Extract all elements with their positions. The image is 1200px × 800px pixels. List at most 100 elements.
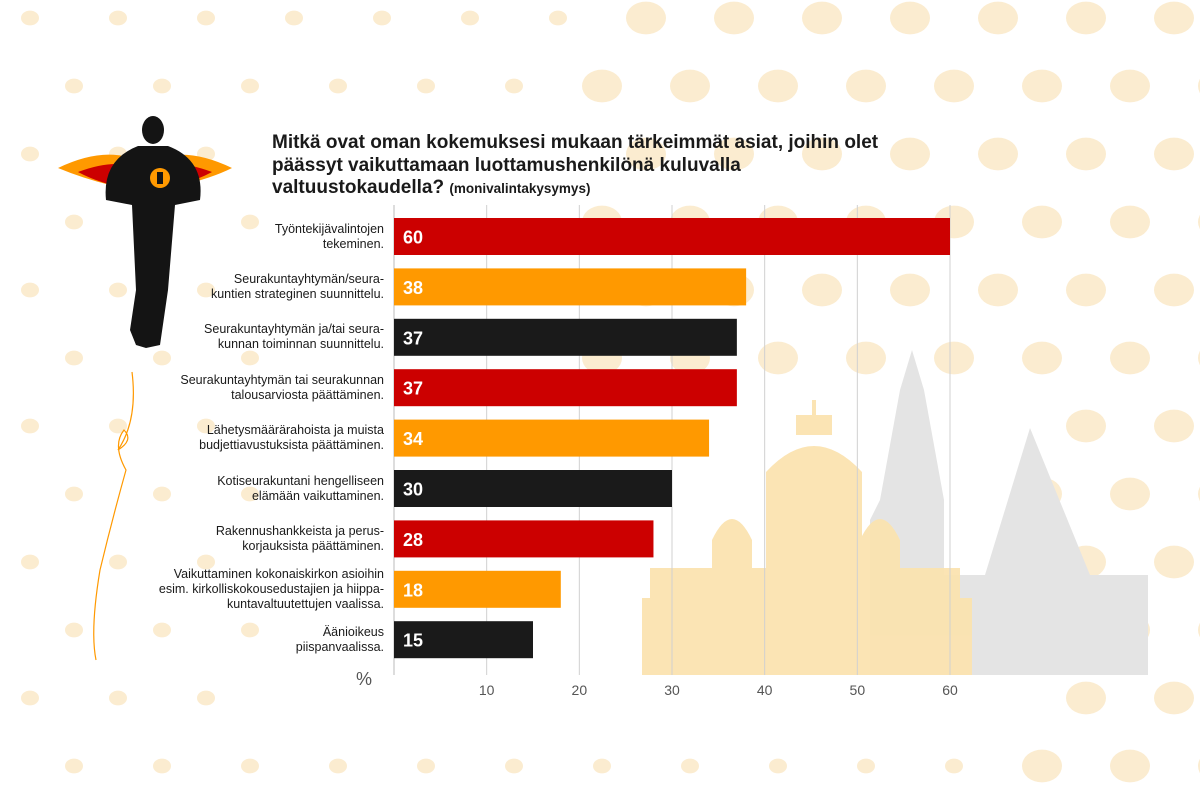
background-dot: [681, 758, 699, 774]
background-dot: [21, 554, 39, 570]
background-dot: [505, 758, 523, 774]
background-dot: [802, 273, 842, 307]
background-dot: [978, 273, 1018, 307]
category-label-line: budjettiavustuksista päättäminen.: [199, 438, 384, 453]
background-dot: [1022, 749, 1062, 783]
background-dot: [417, 78, 435, 94]
x-tick-label: 40: [757, 682, 773, 698]
background-dot: [626, 137, 666, 171]
bar-value-label: 38: [403, 278, 423, 298]
background-dot: [329, 78, 347, 94]
category-label: Rakennushankkeista ja perus-korjauksista…: [154, 524, 384, 554]
background-dot: [890, 1, 930, 35]
background-dot: [109, 282, 127, 298]
background-dot: [197, 282, 215, 298]
bar-value-label: 60: [403, 228, 423, 248]
background-dot: [1066, 409, 1106, 443]
bar: [394, 318, 737, 356]
category-label-line: talousarviosta päättäminen.: [231, 387, 384, 402]
background-dot: [1066, 273, 1106, 307]
x-tick-label: 20: [572, 682, 588, 698]
category-label-line: tekeminen.: [322, 236, 384, 251]
background-dot: [857, 758, 875, 774]
background-dot: [1066, 1, 1106, 35]
background-dot: [373, 10, 391, 26]
background-dot: [1022, 341, 1062, 375]
category-label-line: Työntekijävalintojen: [274, 221, 384, 236]
bar: [394, 570, 561, 608]
superhero-figure: [58, 116, 232, 348]
background-dot: [802, 137, 842, 171]
bar: [394, 621, 533, 659]
background-dot: [934, 69, 974, 103]
background-dot: [197, 554, 215, 570]
bar-value-label: 34: [403, 429, 423, 449]
category-label-line: Lähetysmäärärahoista ja muista: [206, 423, 384, 438]
background-dot: [1154, 1, 1194, 35]
background-dot: [549, 10, 567, 26]
background-dot: [197, 690, 215, 706]
swirl-line: [93, 371, 134, 661]
background-dot: [1110, 749, 1150, 783]
background-dot: [21, 418, 39, 434]
background-dot: [1022, 69, 1062, 103]
background-dot: [714, 137, 754, 171]
background-dot: [769, 758, 787, 774]
background-dot: [1154, 681, 1194, 715]
category-label: Seurakuntayhtymän/seura-kuntien strategi…: [154, 272, 384, 302]
bar-value-label: 30: [403, 480, 423, 500]
background-dot: [65, 350, 83, 366]
background-dot: [21, 282, 39, 298]
category-label-line: kuntavaltuutettujen vaalissa.: [226, 596, 384, 611]
background-dot: [153, 486, 171, 502]
background-dot: [1066, 137, 1106, 171]
background-dot: [714, 1, 754, 35]
x-tick-label: 60: [942, 682, 958, 698]
background-dot: [461, 10, 479, 26]
x-tick-label: 10: [479, 682, 495, 698]
background-dot: [1110, 477, 1150, 511]
background-dot: [241, 622, 259, 638]
background-dot: [65, 214, 83, 230]
x-axis: 10 20 30 40 50 60%: [356, 669, 958, 698]
background-dot: [109, 690, 127, 706]
background-dot: [153, 758, 171, 774]
bar-value-label: 28: [403, 530, 423, 550]
background-dot: [626, 1, 666, 35]
bar-value-label: 18: [403, 580, 423, 600]
background-dot: [1110, 205, 1150, 239]
background-dot: [978, 137, 1018, 171]
church-silhouette: [642, 350, 1148, 675]
category-label-line: korjauksista päättäminen.: [242, 538, 384, 553]
title-note: (monivalintakysymys): [449, 181, 591, 196]
category-label-line: Seurakuntayhtymän ja/tai seura-: [204, 322, 384, 337]
background-dot: [109, 418, 127, 434]
background-dot: [329, 758, 347, 774]
background-dot: [21, 10, 39, 26]
background-dot: [890, 137, 930, 171]
x-tick-label: 30: [664, 682, 680, 698]
background-dot: [241, 758, 259, 774]
background-dot: [593, 758, 611, 774]
background-dot: [978, 1, 1018, 35]
bar: [394, 268, 747, 306]
background-dot: [846, 69, 886, 103]
category-label: Seurakuntayhtymän ja/tai seura-kunnan to…: [154, 322, 384, 352]
bar: [394, 369, 737, 407]
background-dot: [670, 69, 710, 103]
background-dot: [758, 341, 798, 375]
category-label-line: Kotiseurakuntani hengelliseen: [217, 473, 384, 488]
category-label: Äänioikeus piispanvaalissa.: [154, 625, 384, 655]
background-dot: [285, 10, 303, 26]
x-unit-label: %: [356, 669, 372, 689]
background-dot: [934, 341, 974, 375]
background-dot: [21, 690, 39, 706]
background-dot: [65, 622, 83, 638]
background-dot: [197, 418, 215, 434]
title-text: Mitkä ovat oman kokemuksesi mukaan tärke…: [272, 132, 879, 198]
background-dot: [1154, 545, 1194, 579]
background-dot: [153, 78, 171, 94]
background-dot: [109, 10, 127, 26]
bar: [394, 419, 710, 457]
category-label-line: kunnan toiminnan suunnittelu.: [217, 337, 384, 352]
